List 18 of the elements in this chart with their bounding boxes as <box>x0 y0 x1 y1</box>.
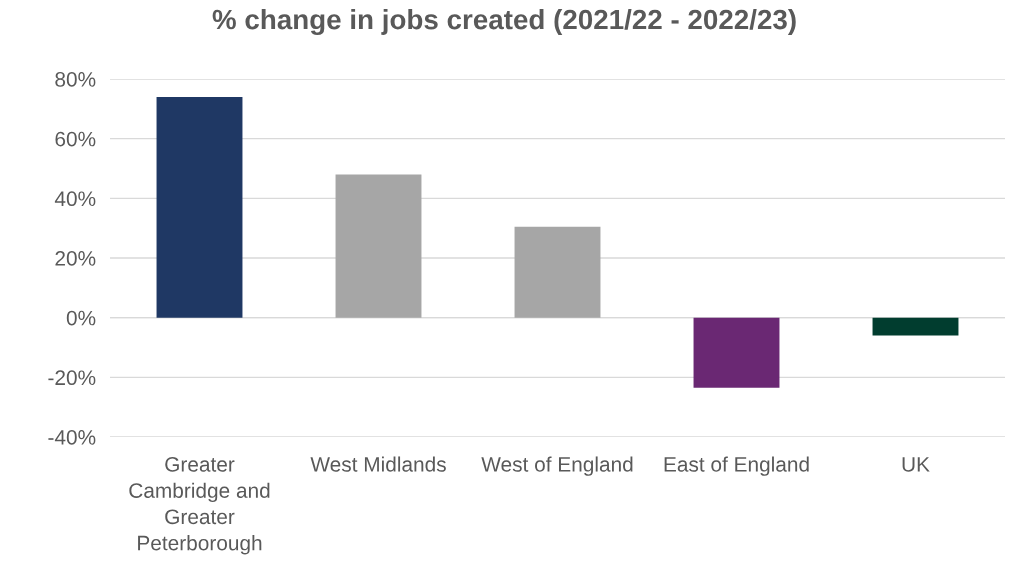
bar <box>335 174 422 318</box>
x-tick-label: Greater Cambridge and Greater Peterborough <box>129 456 270 555</box>
y-tick-label: 40% <box>54 191 96 207</box>
bar <box>872 317 959 336</box>
y-tick-label: -20% <box>48 370 96 386</box>
y-tick-label: 60% <box>55 131 96 147</box>
y-tick-label: 20% <box>55 251 96 266</box>
bar <box>514 226 601 318</box>
x-tick-label: UK <box>902 457 930 472</box>
y-tick-label: -40% <box>48 430 96 445</box>
y-tick-label: 0% <box>66 310 96 326</box>
y-tick-label: 80% <box>55 72 96 87</box>
x-tick-label: West Midlands <box>310 456 446 472</box>
bar <box>693 317 780 388</box>
x-tick-label: West of England <box>481 456 633 476</box>
x-tick-label: East of England <box>664 456 809 476</box>
bar <box>156 96 243 318</box>
chart-title: % change in jobs created (2021/22 - 2022/23) <box>212 8 796 36</box>
